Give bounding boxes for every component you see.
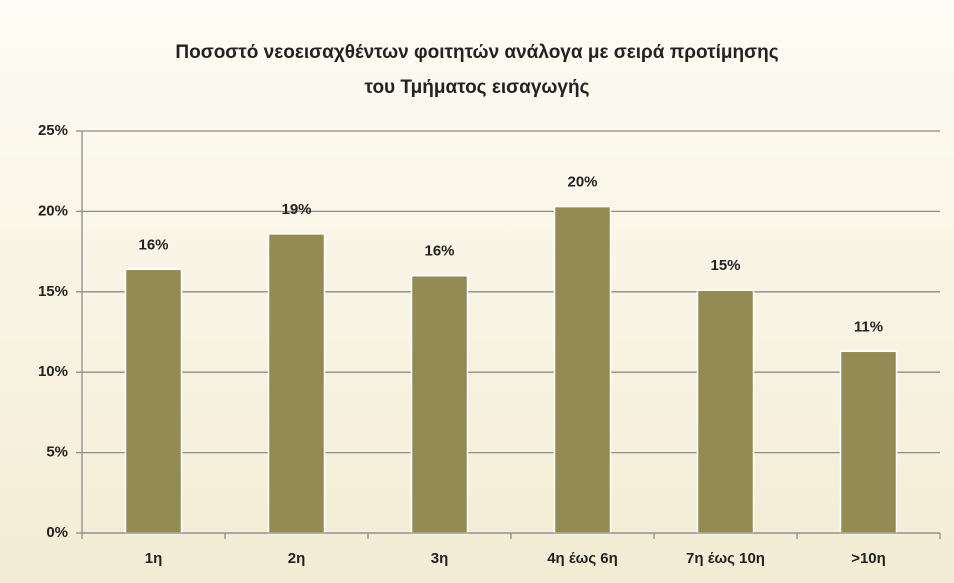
y-tick-label: 0%: [46, 524, 68, 541]
chart-title: Ποσοστό νεοεισαχθέντων φοιτητών ανάλογα …: [175, 42, 778, 63]
y-tick-label: 10%: [38, 363, 68, 380]
data-label: 16%: [138, 236, 168, 253]
x-tick-label: 4η έως 6η: [547, 550, 618, 567]
data-label: 11%: [854, 318, 883, 335]
bar: [839, 350, 898, 534]
bar: [267, 233, 326, 534]
data-label: 16%: [424, 243, 454, 260]
bar: [124, 268, 183, 534]
data-label: 20%: [567, 174, 597, 191]
x-tick-label: >10η: [851, 550, 886, 567]
x-tick-label: 1η: [145, 550, 163, 567]
y-tick-label: 5%: [46, 444, 68, 461]
data-label: 15%: [710, 257, 740, 274]
bar: [553, 205, 612, 534]
y-tick-label: 20%: [38, 202, 68, 219]
x-tick-label: 7η έως 10η: [686, 550, 765, 567]
chart-title: του Τμήματος εισαγωγής: [365, 77, 590, 98]
x-tick-label: 2η: [288, 550, 306, 567]
y-tick-label: 15%: [38, 283, 68, 300]
data-label: 19%: [281, 201, 311, 218]
y-tick-label: 25%: [38, 122, 68, 139]
x-tick-label: 3η: [431, 550, 449, 567]
bar: [696, 289, 755, 534]
bar: [410, 274, 469, 534]
